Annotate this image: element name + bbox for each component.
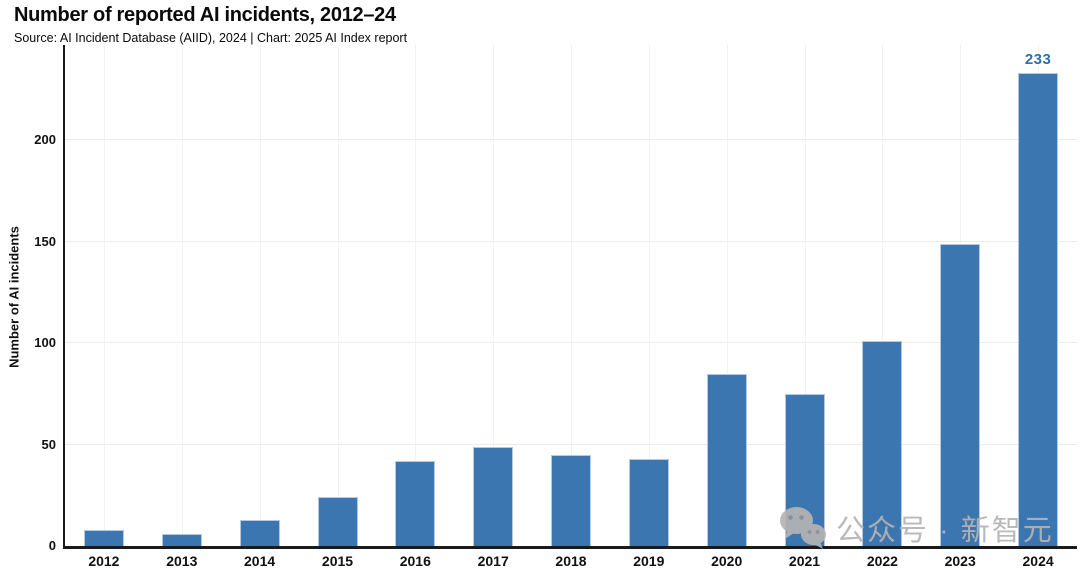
x-tick-label-2012: 2012 bbox=[88, 553, 120, 569]
vertical-gridline bbox=[181, 45, 183, 546]
horizontal-gridline bbox=[65, 443, 1077, 445]
y-tick-label-150: 150 bbox=[34, 233, 56, 249]
bar-2012 bbox=[83, 529, 124, 546]
x-tick-label-2023: 2023 bbox=[944, 553, 976, 569]
bar-2013 bbox=[161, 533, 202, 546]
bar-2020 bbox=[706, 373, 747, 546]
horizontal-gridline bbox=[65, 240, 1077, 242]
vertical-gridline bbox=[726, 45, 728, 546]
x-tick-label-2021: 2021 bbox=[788, 553, 821, 569]
vertical-gridline bbox=[337, 45, 339, 546]
plot-area: 233 bbox=[63, 45, 1077, 549]
vertical-gridline bbox=[648, 45, 650, 546]
x-tick-label-2017: 2017 bbox=[477, 553, 509, 569]
vertical-gridline bbox=[882, 45, 884, 546]
y-tick-label-0: 0 bbox=[48, 538, 56, 553]
bar-2019 bbox=[628, 458, 669, 546]
x-tick-label-2020: 2020 bbox=[711, 553, 743, 569]
x-tick-label-2015: 2015 bbox=[321, 553, 354, 569]
bar-2024 bbox=[1018, 73, 1059, 546]
bar-value-label-2024: 233 bbox=[1024, 51, 1052, 69]
x-tick-label-2016: 2016 bbox=[399, 553, 431, 569]
x-tick-label-2019: 2019 bbox=[633, 553, 665, 569]
vertical-gridline bbox=[103, 45, 105, 546]
chart-subtitle: Source: AI Incident Database (AIID), 202… bbox=[14, 31, 408, 45]
bar-2023 bbox=[940, 243, 981, 546]
bar-2016 bbox=[395, 460, 436, 546]
x-tick-label-2018: 2018 bbox=[555, 553, 587, 569]
x-tick-label-2013: 2013 bbox=[166, 553, 198, 569]
bar-2021 bbox=[784, 393, 825, 546]
bar-2017 bbox=[473, 446, 514, 546]
bar-2015 bbox=[317, 497, 358, 546]
horizontal-gridline bbox=[65, 342, 1077, 344]
y-tick-label-100: 100 bbox=[34, 335, 56, 351]
vertical-gridline bbox=[415, 45, 417, 546]
vertical-gridline bbox=[571, 45, 572, 546]
x-tick-label-2014: 2014 bbox=[244, 553, 276, 569]
bar-2014 bbox=[239, 519, 280, 546]
bar-2018 bbox=[551, 454, 591, 546]
vertical-gridline bbox=[259, 45, 261, 546]
x-tick-label-2022: 2022 bbox=[866, 553, 898, 569]
bar-2022 bbox=[862, 341, 903, 546]
y-tick-label-50: 50 bbox=[41, 436, 56, 452]
horizontal-gridline bbox=[65, 139, 1077, 141]
y-tick-label-200: 200 bbox=[34, 132, 56, 148]
x-tick-label-2024: 2024 bbox=[1022, 553, 1054, 569]
chart-title: Number of reported AI incidents, 2012–24 bbox=[14, 4, 396, 26]
vertical-gridline bbox=[493, 45, 495, 546]
vertical-gridline bbox=[804, 45, 806, 546]
